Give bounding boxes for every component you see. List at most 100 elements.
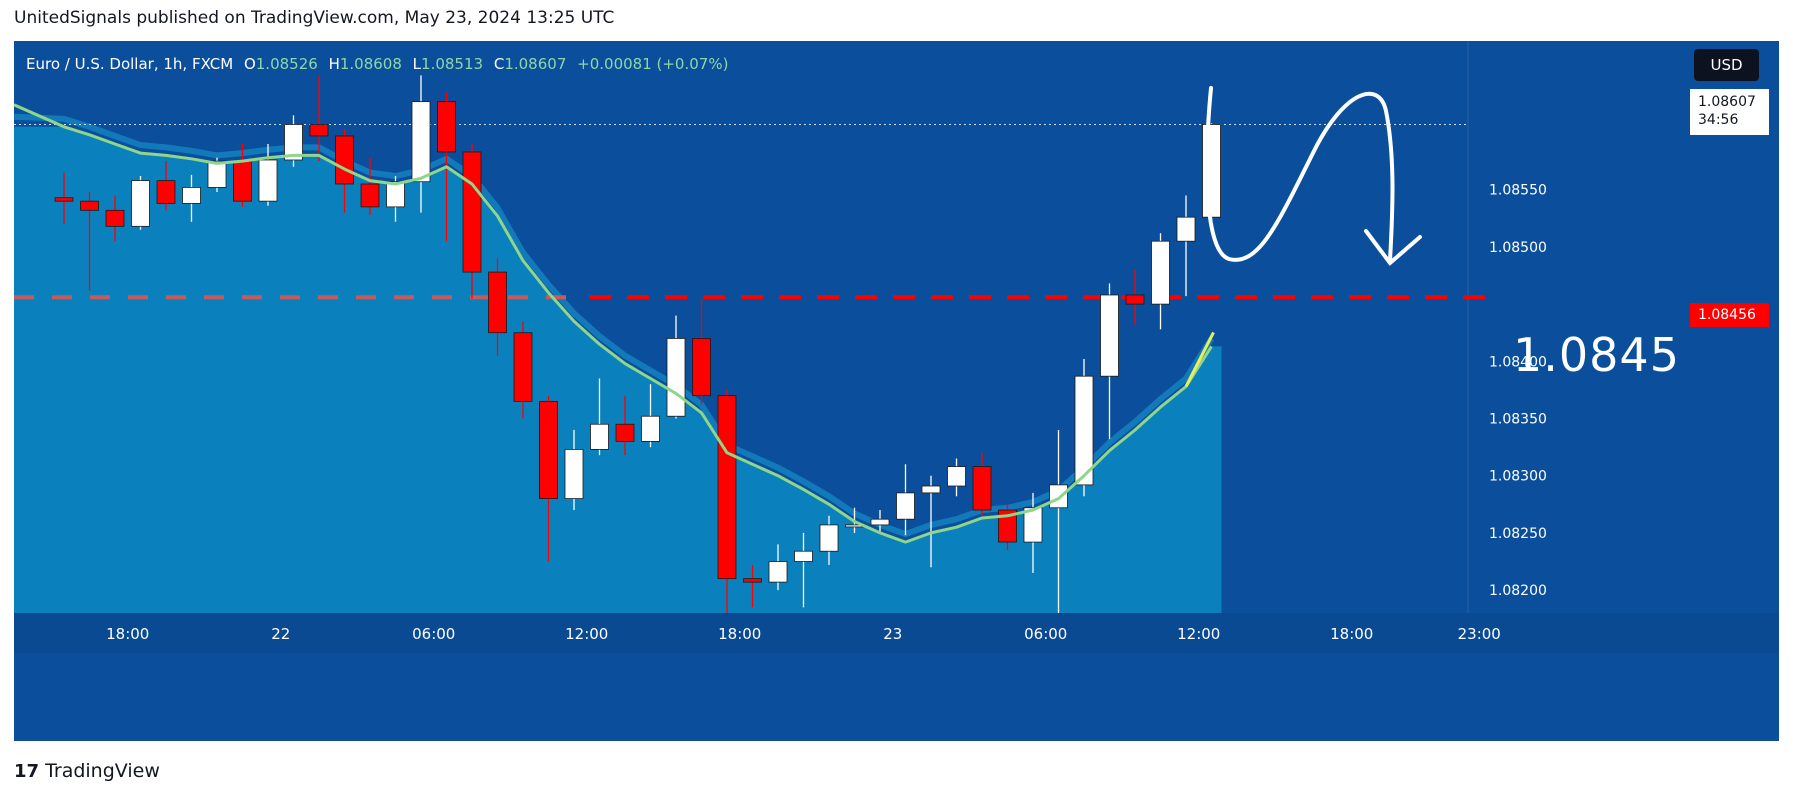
candle: [156, 161, 176, 211]
candle: [80, 192, 99, 291]
candle-body: [105, 209, 125, 227]
candle-body: [80, 200, 99, 211]
x-tick-label: 06:00: [412, 625, 455, 643]
y-tick-label: 1.08400: [1489, 354, 1547, 370]
candle: [947, 458, 966, 497]
candle: [896, 464, 915, 536]
last-price-value: 1.08607: [1698, 94, 1756, 110]
candle-body: [488, 271, 507, 334]
candle-body: [819, 524, 839, 552]
x-tick-label: 22: [271, 625, 290, 643]
candle-body: [1100, 294, 1119, 377]
y-tick-label: 1.08350: [1489, 412, 1547, 428]
candle-body: [411, 101, 431, 183]
candle-body: [794, 550, 813, 562]
candle-body: [615, 423, 635, 442]
candle-body: [360, 183, 380, 208]
candle-body: [564, 449, 584, 499]
candle: [411, 75, 431, 213]
candle-body: [666, 338, 686, 417]
open-value: 1.08526: [255, 55, 318, 73]
last-price-tag: 1.08607 34:56: [1690, 89, 1769, 135]
candle-body: [998, 509, 1017, 543]
candle: [539, 395, 558, 562]
candle: [386, 175, 405, 222]
level-annotation-text: 1.0845: [1513, 328, 1680, 382]
candle-body: [386, 181, 405, 208]
candle-body: [870, 518, 890, 526]
x-tick-label: 12:00: [1177, 625, 1220, 643]
candle-body: [284, 124, 303, 161]
candle-body: [1176, 216, 1196, 242]
currency-button[interactable]: USD: [1694, 49, 1759, 81]
candle: [615, 395, 635, 456]
chart-area[interactable]: 1.08550 1.08500 1.08400 1.08350 1.08300 1.082…: [14, 41, 1779, 741]
level-price-tag: 1.08456: [1690, 303, 1769, 327]
candle-body: [717, 395, 737, 580]
candle: [641, 384, 660, 448]
x-tick-label: 18:00: [106, 625, 149, 643]
symbol-label[interactable]: Euro / U.S. Dollar, 1h, FXCM: [26, 55, 234, 73]
candle-body: [692, 338, 711, 397]
close-value: 1.08607: [504, 55, 567, 73]
candle-body: [335, 135, 354, 185]
candle-body: [309, 124, 329, 137]
ohlc-legend: Euro / U.S. Dollar, 1h, FXCM O1.08526 H1…: [26, 55, 728, 73]
candle-body: [1074, 375, 1094, 486]
candle-body: [1023, 507, 1043, 543]
candle-body: [1151, 240, 1170, 305]
high-label: H: [328, 55, 340, 73]
candle: [717, 389, 737, 613]
candle-body: [437, 101, 456, 153]
candle: [743, 564, 762, 608]
candle: [258, 143, 278, 206]
candle-body: [947, 466, 966, 487]
candle-body: [743, 578, 762, 583]
x-tick-label: 23:00: [1458, 625, 1501, 643]
ema-line: [14, 103, 1213, 544]
candle-body: [258, 159, 278, 202]
candle: [972, 452, 992, 516]
candle-body: [972, 466, 992, 511]
tradingview-logo-icon: 17: [14, 760, 40, 782]
candle-body: [233, 160, 252, 202]
candle: [819, 515, 839, 565]
forecast-arrow-path: [1204, 86, 1395, 263]
high-value: 1.08608: [339, 55, 402, 73]
candle-body: [182, 187, 201, 204]
candle-body: [1049, 484, 1068, 509]
low-value: 1.08513: [421, 55, 484, 73]
candle: [564, 429, 584, 511]
candle-body: [513, 332, 533, 402]
band-upper-edge: [14, 113, 1215, 538]
footer-brand[interactable]: 17 TradingView: [14, 760, 160, 782]
time-axis-band: [14, 613, 1779, 653]
published-caption: UnitedSignals published on TradingView.c…: [14, 8, 615, 28]
candle: [1176, 195, 1196, 297]
ema-line-tip: [1184, 331, 1215, 388]
candle-body: [462, 151, 482, 273]
x-tick-label: 23: [883, 625, 902, 643]
moving-average-area: [14, 126, 1222, 614]
candle: [692, 298, 711, 405]
candle: [513, 321, 533, 419]
y-tick-label: 1.08500: [1489, 240, 1547, 256]
price-chart[interactable]: 1.08550 1.08500 1.08400 1.08350 1.08300 1.082…: [14, 41, 1779, 741]
x-tick-label: 12:00: [565, 625, 608, 643]
candle-body: [641, 415, 660, 442]
y-tick-label: 1.08250: [1489, 526, 1547, 542]
candle-body: [896, 492, 915, 520]
candle-body: [768, 561, 788, 583]
candle: [998, 504, 1017, 551]
x-tick-label: 18:00: [1330, 625, 1373, 643]
candle: [105, 195, 125, 242]
change-value: +0.00081 (+0.07%): [577, 55, 729, 73]
candle-body: [1125, 294, 1145, 305]
low-label: L: [412, 55, 422, 73]
y-tick-label: 1.08550: [1489, 183, 1547, 199]
open-label: O: [243, 55, 256, 73]
candle-body: [590, 423, 609, 450]
candle: [590, 378, 609, 456]
candle: [1100, 283, 1119, 440]
candle: [54, 172, 74, 225]
